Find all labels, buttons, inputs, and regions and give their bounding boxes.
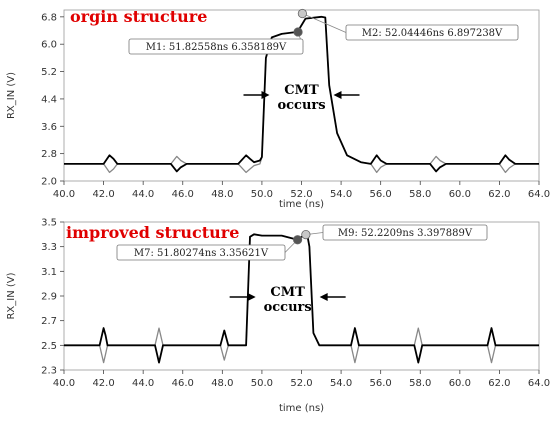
y-tick-label: 6.8 [41, 12, 57, 23]
x-tick-label: 62.0 [488, 189, 510, 200]
marker-label-M2: M2: 52.04446ns 6.897238V [362, 28, 503, 39]
marker-leader [302, 13, 347, 33]
x-tick-label: 56.0 [370, 189, 392, 200]
chart-panel-1: 40.0 42.0 44.0 46.0 48.0 50.0 52.0 54.0 56.0 58.0… [6, 7, 550, 210]
y-tick-label: 2.3 [41, 366, 57, 377]
x-tick-label: 52.0 [290, 189, 312, 200]
trace-main [64, 15, 539, 173]
y-tick-label: 5.2 [41, 67, 57, 78]
x-tick-label: 60.0 [449, 189, 471, 200]
y-tick-label: 3.5 [41, 218, 57, 229]
x-tick-label: 54.0 [330, 189, 352, 200]
x-tick-label: 58.0 [409, 189, 431, 200]
x-tick-label: 44.0 [132, 189, 154, 200]
x-tick-label: 54.0 [330, 378, 352, 389]
x-tick-label: 46.0 [172, 189, 194, 200]
arrow-left-head [261, 91, 270, 99]
x-tick-label: 50.0 [251, 378, 273, 389]
x-tick-label: 42.0 [92, 189, 114, 200]
arrow-right-head [333, 91, 342, 99]
x-tick-label: 40.0 [53, 189, 75, 200]
y-axis-label: RX_IN (V) [6, 272, 17, 319]
marker-point-M1[interactable] [293, 27, 303, 37]
y-axis-label: RX_IN (V) [6, 72, 17, 119]
x-tick-label: 56.0 [370, 378, 392, 389]
annotation-text: CMT [270, 285, 305, 300]
arrow-left-head [247, 293, 256, 301]
x-tick-label: 50.0 [251, 189, 273, 200]
marker-label-M9: M9: 52.2209ns 3.397889V [338, 228, 473, 239]
y-tick-label: 3.6 [41, 122, 57, 133]
x-tick-label: 44.0 [132, 378, 154, 389]
y-tick-label: 4.4 [41, 94, 57, 105]
x-tick-label: 48.0 [211, 189, 233, 200]
panel-title: orgin structure [70, 7, 207, 26]
x-tick-label: 48.0 [211, 378, 233, 389]
x-axis-label: time (ns) [279, 403, 324, 414]
marker-label-box [345, 24, 519, 41]
y-tick-label: 2.7 [41, 316, 57, 327]
x-tick-label: 58.0 [409, 378, 431, 389]
x-tick-label: 42.0 [92, 378, 114, 389]
marker-label-M7: M7: 51.80274ns 3.35621V [134, 248, 269, 259]
y-tick-label: 3.1 [41, 267, 57, 278]
arrow-right-head [319, 293, 328, 301]
x-tick-label: 64.0 [528, 189, 550, 200]
y-tick-label: 3.3 [41, 242, 57, 253]
marker-label-M1: M1: 51.82558ns 6.358189V [146, 42, 287, 53]
annotation-text: occurs [277, 98, 325, 113]
x-tick-label: 60.0 [449, 378, 471, 389]
x-tick-label: 62.0 [488, 378, 510, 389]
y-tick-label: 2.0 [41, 177, 57, 188]
y-tick-label: 2.5 [41, 341, 57, 352]
x-axis-label: time (ns) [279, 199, 324, 210]
marker-label-box [116, 244, 286, 261]
y-tick-label: 2.9 [41, 292, 57, 303]
marker-label-box [322, 224, 488, 241]
y-tick-label: 2.8 [41, 149, 57, 160]
chart-panel-2: 40.0 42.0 44.0 46.0 48.0 50.0 52.0 54.0 56.0 58.0… [6, 218, 550, 415]
marker-point-M7[interactable] [292, 235, 303, 245]
marker-point-M9[interactable] [301, 229, 311, 240]
marker-label-box [128, 38, 304, 55]
panel-title: improved structure [66, 223, 239, 242]
x-tick-label: 64.0 [528, 378, 550, 389]
x-tick-label: 46.0 [172, 378, 194, 389]
y-tick-label: 6.0 [41, 40, 57, 51]
x-tick-label: 52.0 [290, 378, 312, 389]
annotation-text: occurs [264, 300, 312, 315]
marker-point-M2[interactable] [297, 8, 307, 19]
annotation-text: CMT [284, 83, 319, 98]
x-tick-label: 40.0 [53, 378, 75, 389]
